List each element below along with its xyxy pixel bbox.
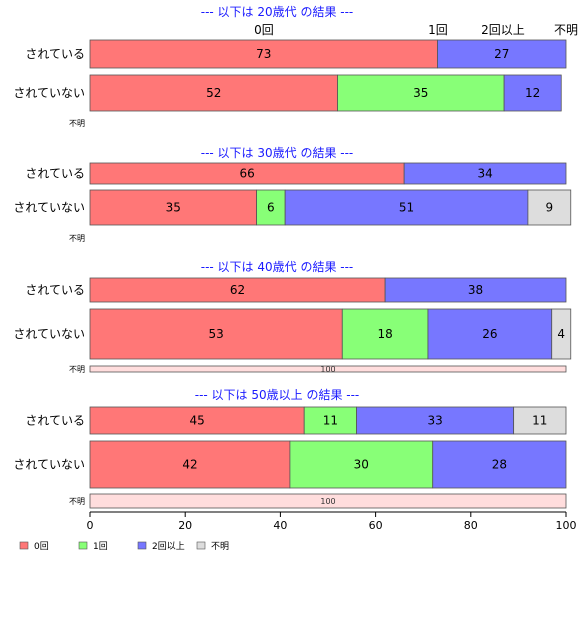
group-title: --- 以下は 20歳代 の結果 --- (201, 5, 354, 19)
bar-segment (432, 440, 567, 489)
row-label: 不明 (69, 119, 85, 128)
group-title: --- 以下は 40歳代 の結果 --- (201, 260, 354, 274)
category-header-label: 1回 (428, 23, 448, 37)
bar-value-label: 53 (208, 327, 223, 341)
chart-group: --- 以下は 40歳代 の結果 --- されている 62 38 されていない 53 18 2… (13, 260, 572, 374)
row-label: されていない (13, 327, 85, 341)
bar-segment (356, 406, 515, 435)
legend: 0回 1回 2回以上 不明 (19, 541, 229, 552)
legend-label: 0回 (34, 541, 49, 552)
bar-value-label: 73 (256, 47, 271, 61)
bar-segment (341, 308, 429, 360)
category-header-label: 不明 (554, 23, 578, 37)
bar-segment (289, 440, 434, 489)
bar-value-label: 30 (354, 458, 369, 472)
bar-value-label: 26 (482, 327, 497, 341)
row-label: されている (25, 47, 85, 61)
legend-label: 2回以上 (152, 541, 185, 552)
bar-value-label: 52 (206, 86, 221, 100)
bar-segment (503, 74, 562, 112)
bar-segment (89, 74, 338, 112)
row-label: されていない (13, 458, 85, 472)
bar-value-label: 4 (557, 327, 565, 341)
bar-segment (89, 406, 305, 435)
bar-segment (551, 308, 572, 360)
bar-value-label: 34 (477, 167, 492, 181)
row-label: されていない (13, 86, 85, 100)
row-label: されている (25, 414, 85, 428)
bar-segment (89, 365, 567, 373)
bar-value-label: 28 (492, 458, 507, 472)
legend-swatch (196, 541, 206, 550)
legend-label: 不明 (211, 541, 229, 552)
bar-segment (513, 406, 567, 435)
legend-swatch (137, 541, 147, 550)
bar-segment (527, 189, 572, 226)
bar-segment (256, 189, 286, 226)
bar-segment (89, 440, 291, 489)
row-label: されている (25, 283, 85, 297)
bar-value-label: 9 (546, 201, 554, 215)
x-tick-label: 60 (369, 519, 383, 532)
bar-value-label: 11 (323, 414, 338, 428)
chart-group: --- 以下は 20歳代 の結果 --- されている 73 27 されていない 52 35 1… (13, 5, 567, 128)
x-tick-label: 40 (273, 519, 287, 532)
bar-segment (89, 308, 343, 360)
chart-group: --- 以下は 30歳代 の結果 --- されている 66 34 されていない 35 6 51… (13, 146, 572, 243)
bar-value-label: 62 (230, 283, 245, 297)
bar-segment (303, 406, 357, 435)
legend-swatch (78, 541, 88, 550)
bar-segment (284, 189, 529, 226)
bar-segment (337, 74, 505, 112)
x-tick-label: 100 (556, 519, 577, 532)
row-label: されている (25, 167, 85, 181)
bar-segment (437, 39, 567, 69)
bar-segment (89, 39, 438, 69)
bar-segment (89, 277, 386, 303)
bar-value-label: 12 (525, 86, 540, 100)
category-header-label: 0回 (254, 23, 274, 37)
row-label: 不明 (69, 234, 85, 243)
bar-value-label: 35 (166, 201, 181, 215)
row-label: 不明 (69, 497, 85, 506)
bar-value-label: 38 (468, 283, 483, 297)
bar-value-label: 51 (399, 201, 414, 215)
bar-value-label: 66 (239, 167, 254, 181)
bar-value-label: 11 (532, 414, 547, 428)
bar-value-label: 27 (494, 47, 509, 61)
legend-label: 1回 (93, 541, 108, 552)
bar-value-label: 42 (182, 458, 197, 472)
bar-value-label: 6 (267, 201, 275, 215)
bar-value-label: 100 (320, 365, 335, 374)
legend-swatch (19, 541, 29, 550)
category-header-label: 2回以上 (481, 23, 525, 37)
chart-group: --- 以下は 50歳以上 の結果 --- されている 45 11 33 11 されていない… (13, 388, 567, 509)
bar-segment (384, 277, 567, 303)
bar-value-label: 33 (427, 414, 442, 428)
bar-segment (427, 308, 553, 360)
bar-value-label: 35 (413, 86, 428, 100)
row-label: されていない (13, 201, 85, 215)
x-tick-label: 0 (87, 519, 94, 532)
bar-segment (403, 162, 567, 185)
bar-segment (89, 493, 567, 509)
x-tick-label: 80 (464, 519, 478, 532)
x-tick-label: 20 (178, 519, 192, 532)
group-title: --- 以下は 50歳以上 の結果 --- (195, 388, 360, 402)
bar-value-label: 45 (189, 414, 204, 428)
group-title: --- 以下は 30歳代 の結果 --- (201, 146, 354, 160)
bar-value-label: 100 (320, 497, 335, 506)
bar-value-label: 18 (377, 327, 392, 341)
row-label: 不明 (69, 365, 85, 374)
x-axis: 0 20 40 60 80 100 (87, 511, 577, 532)
